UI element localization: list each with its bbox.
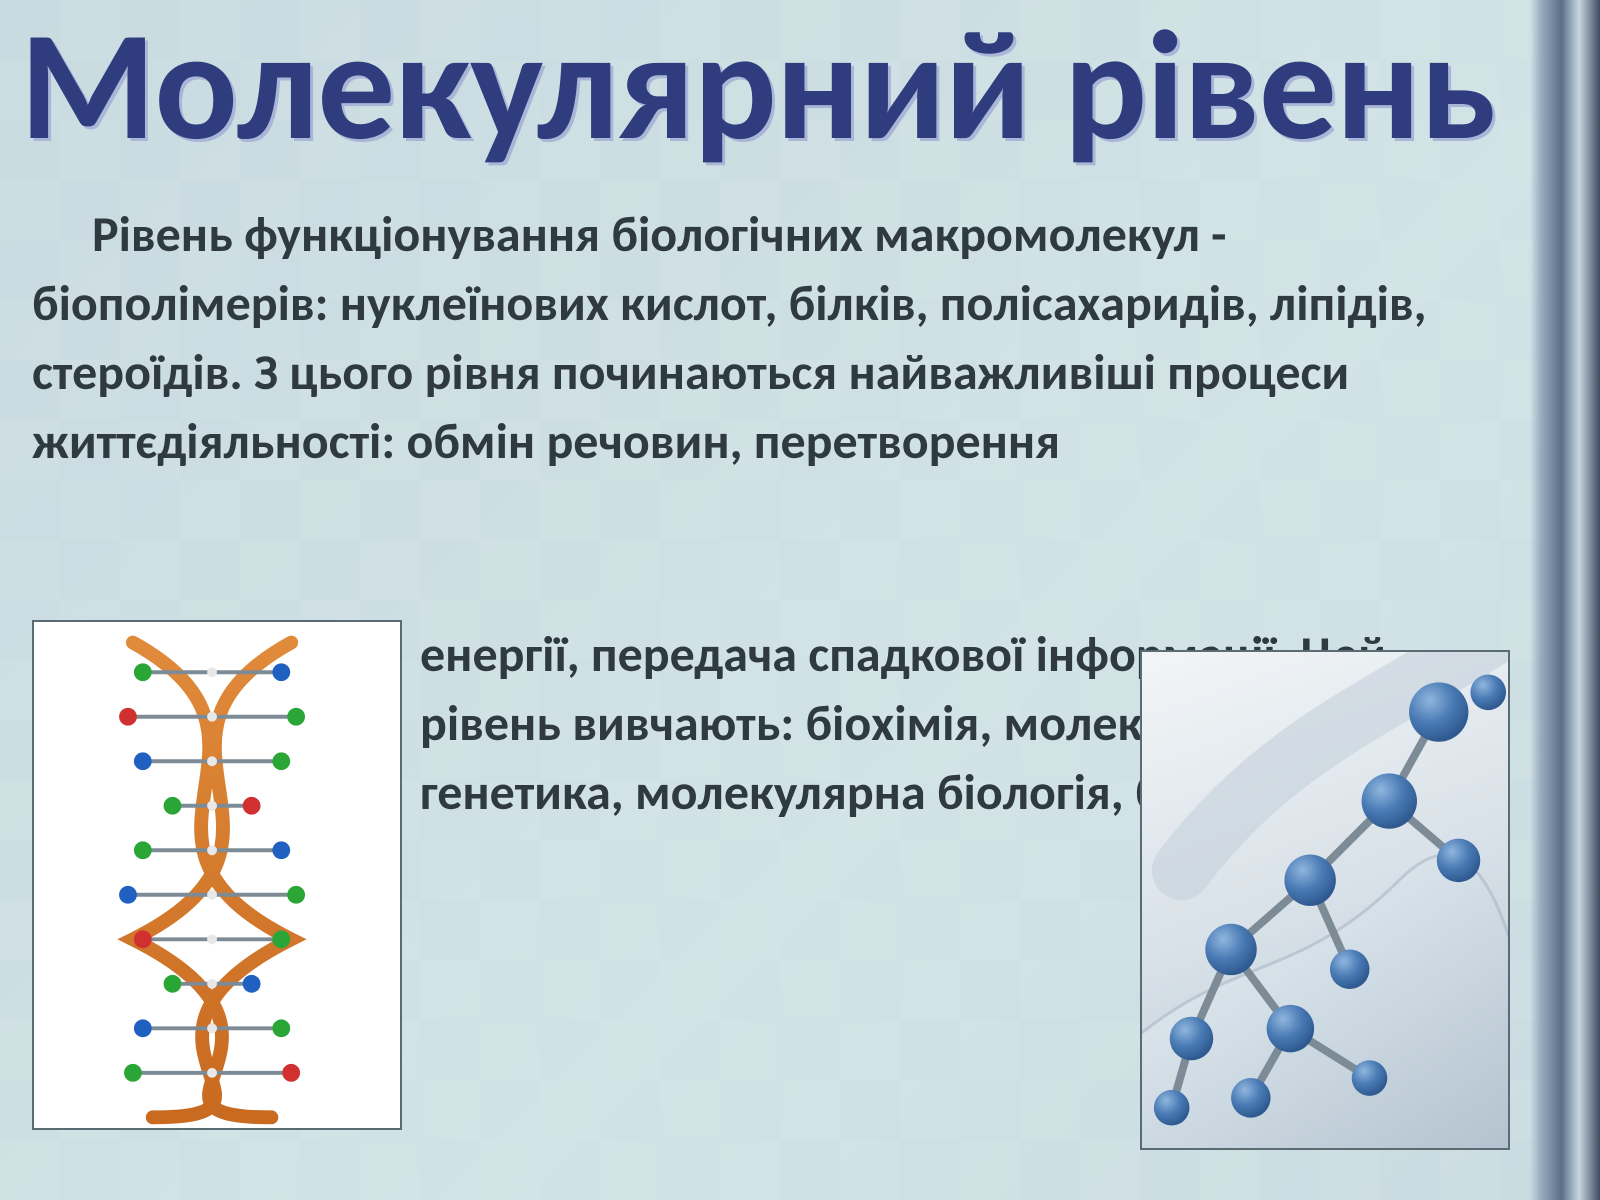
slide: Молекулярний рівень Рівень функціонуванн… [0,0,1600,1200]
molecule-illustration [1140,650,1510,1150]
slide-title: Молекулярний рівень [20,8,1495,163]
dna-helix-icon [34,622,400,1128]
right-edge-gradient [1530,0,1600,1200]
paragraph-upper: Рівень функціонування біологічних макром… [32,200,1502,476]
dna-illustration [32,620,402,1130]
body-text-upper: Рівень функціонування біологічних макром… [32,200,1502,476]
blue-molecule-icon [1142,652,1508,1148]
